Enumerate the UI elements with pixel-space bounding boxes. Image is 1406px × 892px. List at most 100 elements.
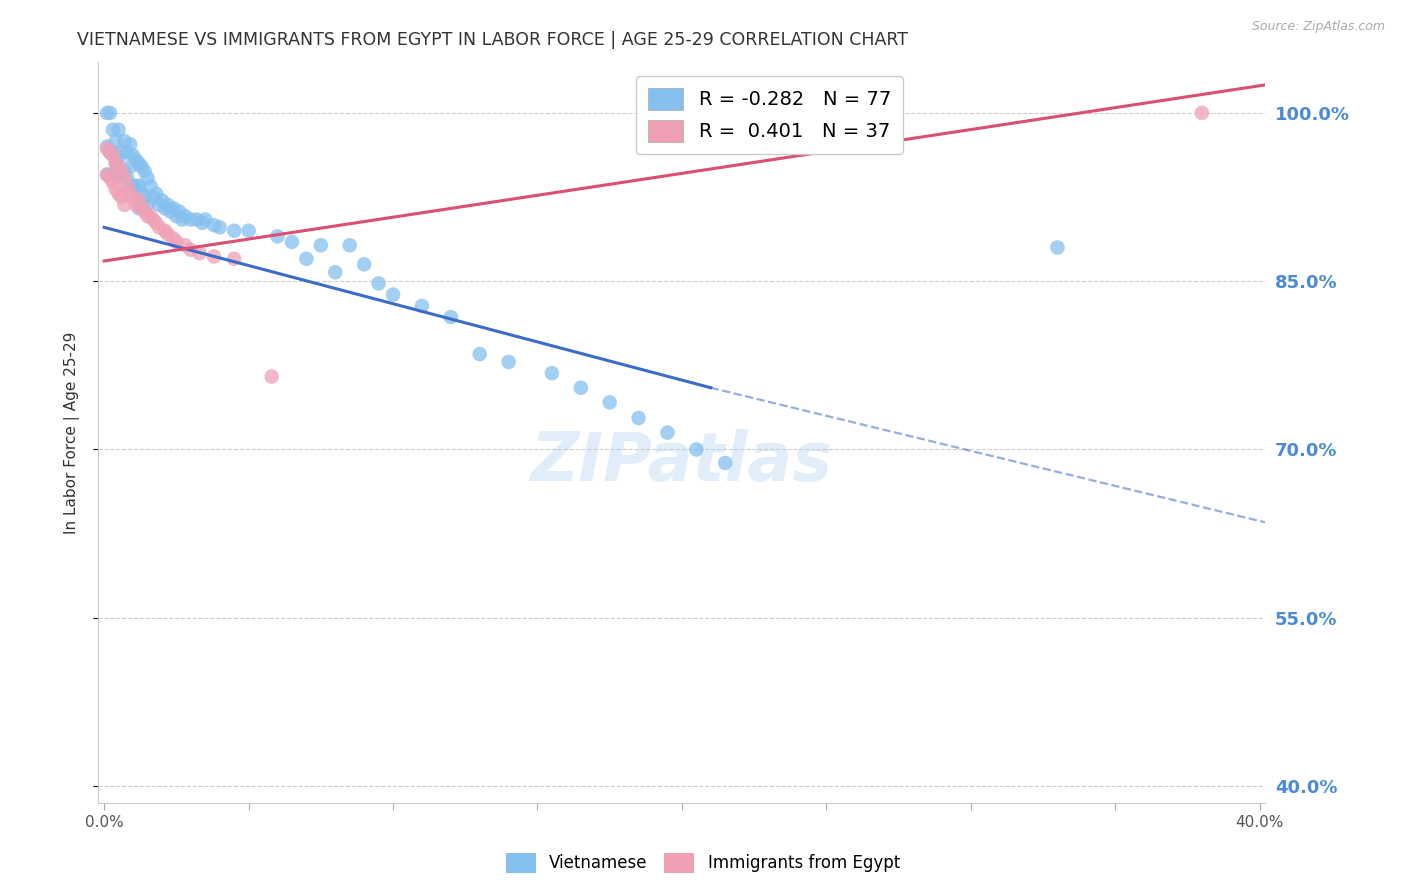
Point [367, 277, 389, 291]
Point [110, 168, 132, 182]
Point [101, 176, 124, 190]
Point [165, 209, 187, 223]
Point [145, 186, 167, 201]
Point [599, 395, 621, 409]
Point [112, 198, 135, 212]
Point [224, 224, 246, 238]
Point [117, 171, 139, 186]
Legend: Vietnamese, Immigrants from Egypt: Vietnamese, Immigrants from Egypt [499, 847, 907, 880]
Point [139, 209, 162, 223]
Point [145, 216, 167, 230]
Point [174, 238, 197, 252]
Point [117, 145, 139, 160]
Point [120, 160, 142, 174]
Point [202, 250, 225, 264]
Point [131, 186, 153, 201]
Point [139, 178, 162, 193]
Point [110, 190, 132, 204]
Point [569, 381, 592, 395]
Point [96, 139, 118, 153]
Point [110, 145, 132, 160]
Point [120, 186, 142, 201]
Point [107, 168, 129, 182]
Point [136, 171, 159, 186]
Point [339, 238, 361, 252]
Point [128, 194, 150, 208]
Point [107, 151, 129, 165]
Point [191, 216, 214, 230]
Point [125, 198, 148, 212]
Y-axis label: In Labor Force | Age 25-29: In Labor Force | Age 25-29 [65, 332, 80, 533]
Point [96, 106, 118, 120]
Point [498, 355, 520, 369]
Point [153, 201, 176, 215]
Point [1046, 241, 1069, 255]
Point [468, 347, 491, 361]
Point [202, 218, 225, 232]
Point [125, 153, 148, 167]
Point [309, 238, 332, 252]
Point [112, 171, 135, 186]
Point [224, 252, 246, 266]
Point [142, 190, 165, 204]
Point [134, 164, 156, 178]
Point [174, 209, 197, 223]
Point [180, 243, 202, 257]
Point [104, 134, 127, 148]
Point [128, 201, 150, 215]
Point [122, 190, 145, 204]
Point [122, 178, 145, 193]
Point [120, 137, 142, 152]
Point [162, 231, 184, 245]
Point [128, 156, 150, 170]
Point [260, 369, 283, 384]
Point [131, 160, 153, 174]
Point [107, 160, 129, 174]
Point [98, 145, 121, 160]
Point [238, 224, 260, 238]
Point [125, 178, 148, 193]
Point [685, 442, 707, 457]
Point [156, 198, 179, 212]
Point [96, 168, 118, 182]
Point [180, 212, 202, 227]
Text: ZIPatlas: ZIPatlas [531, 429, 832, 495]
Point [104, 156, 127, 170]
Point [156, 227, 179, 241]
Point [295, 252, 318, 266]
Point [107, 186, 129, 201]
Point [165, 235, 187, 249]
Point [150, 194, 173, 208]
Point [657, 425, 679, 440]
Point [131, 201, 153, 215]
Point [148, 220, 170, 235]
Point [120, 178, 142, 193]
Point [107, 122, 129, 136]
Point [98, 106, 121, 120]
Text: VIETNAMESE VS IMMIGRANTS FROM EGYPT IN LABOR FORCE | AGE 25-29 CORRELATION CHART: VIETNAMESE VS IMMIGRANTS FROM EGYPT IN L… [77, 31, 908, 49]
Point [122, 148, 145, 162]
Point [128, 178, 150, 193]
Point [714, 456, 737, 470]
Point [627, 411, 650, 425]
Point [96, 168, 118, 182]
Point [411, 299, 433, 313]
Point [148, 198, 170, 212]
Point [323, 265, 346, 279]
Point [136, 209, 159, 223]
Point [101, 168, 124, 182]
Point [159, 204, 181, 219]
Point [134, 204, 156, 219]
Point [98, 145, 121, 160]
Point [110, 164, 132, 178]
Point [134, 190, 156, 204]
Point [104, 156, 127, 170]
Point [208, 220, 231, 235]
Point [169, 204, 191, 219]
Point [153, 224, 176, 238]
Point [541, 366, 564, 380]
Point [101, 122, 124, 136]
Point [101, 145, 124, 160]
Point [186, 212, 208, 227]
Point [96, 142, 118, 156]
